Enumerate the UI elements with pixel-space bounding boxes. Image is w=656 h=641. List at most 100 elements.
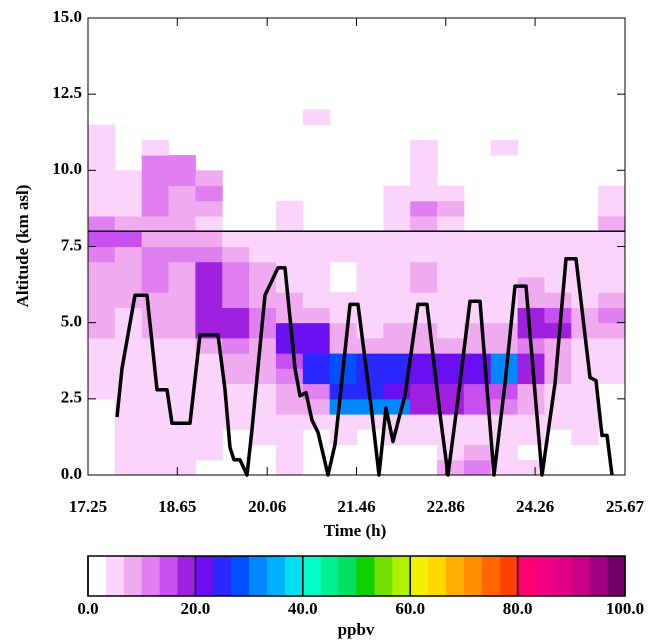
heatmap-cell [302,292,331,308]
heatmap-cell [544,368,572,385]
heatmap-cell [88,292,116,308]
heatmap-cell [383,216,411,232]
colorbar-swatch [88,556,107,596]
heatmap-cell [168,429,196,446]
colorbar-tick-label: 60.0 [395,599,425,618]
heatmap-cell [410,276,438,293]
heatmap-cell [222,398,250,415]
heatmap-cell [141,322,170,339]
heatmap-cell [222,383,250,400]
flight-altitude-line [115,256,614,477]
heatmap-cell [517,246,545,263]
heatmap-cell [410,170,438,187]
heatmap-cell [437,261,465,278]
heatmap-cell [168,292,196,308]
heatmap-cell [490,139,519,156]
colorbar-swatch [338,556,357,596]
heatmap-cell [383,185,411,202]
heatmap-cell [410,185,438,202]
colorbar-swatch [571,556,590,596]
heatmap-cell [517,459,545,476]
heatmap-cell [571,429,599,446]
heatmap-cell [463,383,492,400]
heatmap-cell [168,459,196,476]
colorbar-swatch [356,556,375,596]
colorbar-swatch [607,556,626,596]
heatmap-cell [356,231,384,247]
heatmap-cell [544,307,572,324]
heatmap-cell [437,276,465,293]
heatmap-cell [598,200,626,217]
heatmap-cell [168,276,196,293]
heatmap-cell [88,139,116,156]
heatmap-cell [571,246,599,263]
heatmap-cell [88,216,116,232]
heatmap-cell [168,444,196,461]
heatmap-cell [302,276,331,293]
x-tick-label: 25.67 [606,497,645,516]
heatmap-cell [275,444,304,461]
heatmap-cell [249,261,277,278]
heatmap-cell [329,337,357,354]
colorbar-swatch [284,556,304,596]
heatmap-cell [249,337,277,354]
heatmap-cell [544,398,572,415]
heatmap-cell [598,261,626,278]
heatmap-cell [195,170,223,187]
heatmap-cell [275,459,304,476]
colorbar-swatch [589,556,608,596]
heatmap-cell [571,414,599,430]
heatmap-cell [598,353,626,369]
heatmap-cell [463,429,492,446]
heatmap-cell [302,307,331,324]
heatmap-cell [249,414,277,430]
heatmap-cell [490,398,519,415]
heatmap-cell [544,276,572,293]
heatmap-cell [437,200,465,217]
colorbar-tick-label: 20.0 [181,599,211,618]
heatmap-cell [437,231,465,247]
heatmap-cell [383,231,411,247]
heatmap-cell [383,307,411,324]
heatmap-cell [463,337,492,354]
heatmap-cell [410,216,438,232]
heatmap-cell [598,337,626,354]
heatmap-cell [356,261,384,278]
heatmap-cell [544,383,572,400]
heatmap-cell [222,292,250,308]
heatmap-cell [222,231,250,247]
heatmap-cell [114,185,143,202]
colorbar-tick-label: 80.0 [503,599,533,618]
heatmap-cell [88,368,116,385]
heatmap-cell [598,185,626,202]
colorbar-swatch [302,556,322,596]
heatmap-cell [114,337,143,354]
heatmap-cell [195,292,223,308]
heatmap-cell [356,246,384,263]
heatmap-cell [222,322,250,339]
heatmap-cell [598,276,626,293]
heatmap-cell [141,276,170,293]
heatmap-cell [141,185,170,202]
heatmap-cell [571,383,599,400]
heatmap-cell [195,429,223,446]
heatmap-cell [114,398,143,415]
heatmap-cell [437,337,465,354]
heatmap-cell [114,444,143,461]
heatmap-cell [168,200,196,217]
heatmap-cell [141,398,170,415]
heatmap-cell [490,261,519,278]
heatmap-cell [302,337,331,354]
heatmap-cell [168,155,196,171]
heatmap-cell [195,261,223,278]
heatmap-cell [490,414,519,430]
heatmap-cell [141,261,170,278]
heatmap-cell [410,429,438,446]
heatmap-cell [437,216,465,232]
heatmap-cell [302,246,331,263]
heatmap-cell [195,337,223,354]
colorbar-swatch [123,556,143,596]
heatmap-cell [437,307,465,324]
heatmap-cell [329,246,357,263]
